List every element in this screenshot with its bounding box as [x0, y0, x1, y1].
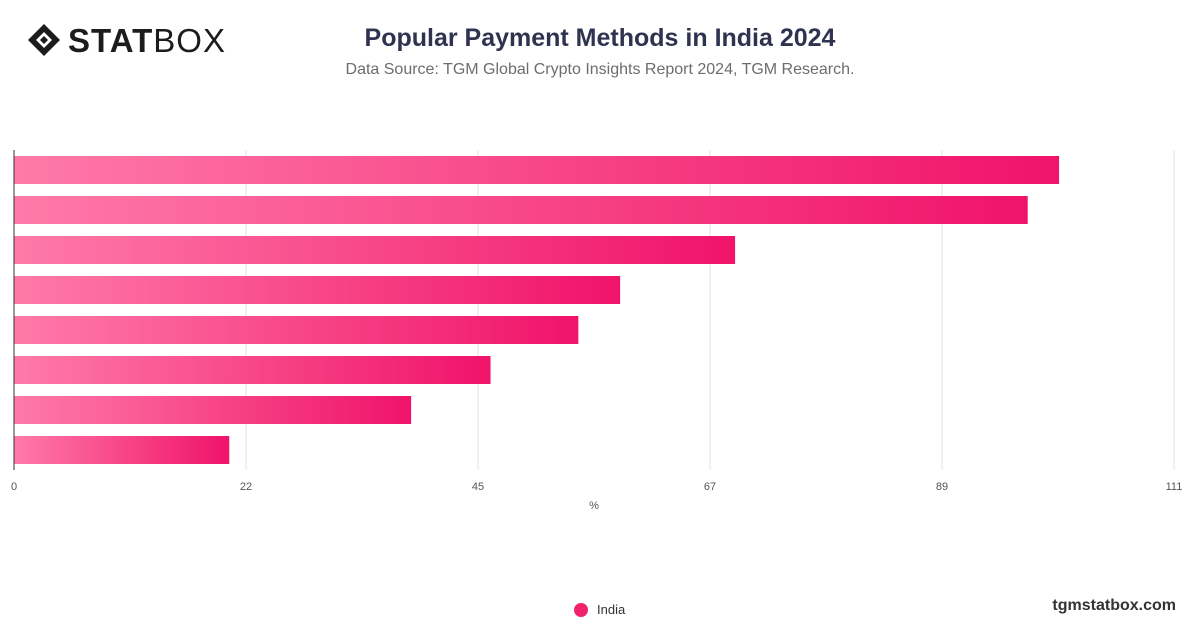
x-axis-label: % [589, 500, 599, 512]
bar[interactable] [14, 156, 1060, 184]
bar[interactable] [14, 396, 412, 424]
logo-text: STATBOX [68, 24, 226, 57]
logo-text-strong: STAT [68, 21, 154, 59]
bar[interactable] [14, 276, 621, 304]
bars [14, 156, 1060, 464]
x-tick-label: 89 [936, 481, 948, 493]
site-watermark: tgmstatbox.com [1052, 597, 1176, 614]
bar[interactable] [14, 236, 736, 264]
legend-item-india[interactable]: India [574, 602, 625, 617]
bar[interactable] [14, 196, 1028, 224]
logo-diamond-icon [28, 24, 60, 56]
x-tick-label: 22 [240, 481, 252, 493]
legend-label: India [597, 602, 626, 617]
x-tick-label: 111 [1166, 481, 1183, 493]
x-axis-ticks: 0 22 45 67 89 111 [11, 481, 1182, 493]
x-tick-label: 45 [472, 481, 484, 493]
bar[interactable] [14, 436, 230, 464]
legend-marker-icon [574, 602, 588, 617]
bar[interactable] [14, 356, 491, 384]
chart-title: Popular Payment Methods in India 2024 [364, 24, 836, 52]
x-tick-label: 0 [11, 481, 17, 493]
bar[interactable] [14, 316, 579, 344]
logo-text-light: BOX [153, 21, 226, 59]
x-tick-label: 67 [704, 481, 716, 493]
bar-chart: 0 22 45 67 89 111 % [11, 150, 1182, 512]
chart-subtitle: Data Source: TGM Global Crypto Insights … [345, 61, 855, 78]
statbox-logo: STATBOX [26, 22, 226, 58]
